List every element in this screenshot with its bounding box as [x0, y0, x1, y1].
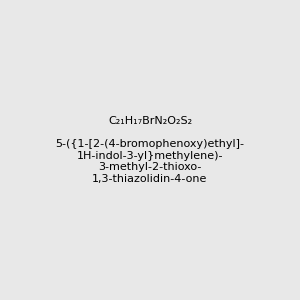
Text: C₂₁H₁₇BrN₂O₂S₂

5-({1-[2-(4-bromophenoxy)ethyl]-
1H-indol-3-yl}methylene)-
3-met: C₂₁H₁₇BrN₂O₂S₂ 5-({1-[2-(4-bromophenoxy)… [56, 116, 244, 184]
